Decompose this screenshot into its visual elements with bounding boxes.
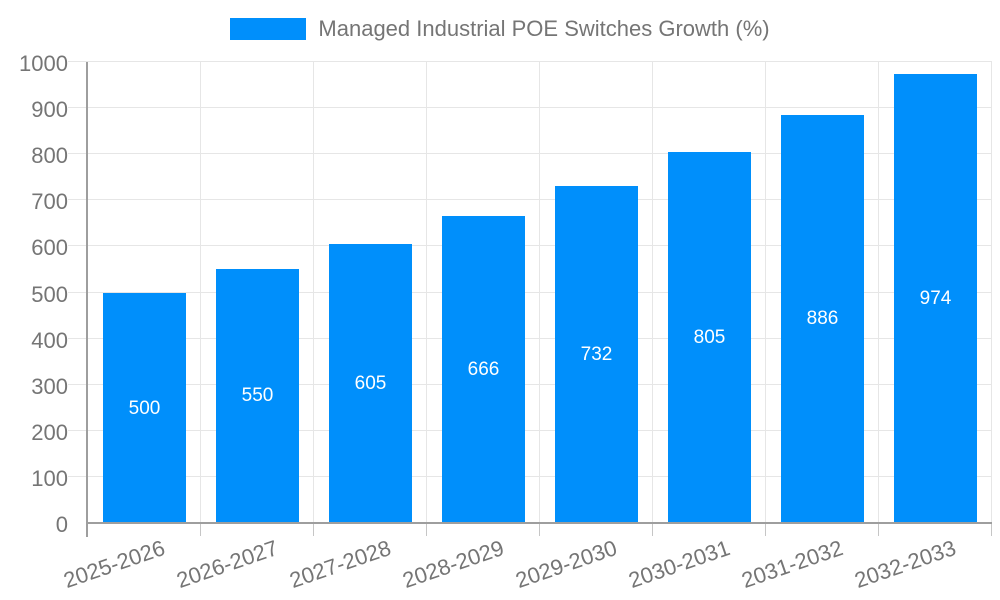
y-axis-label: 100 xyxy=(31,466,68,491)
x-axis-label: 2027-2028 xyxy=(286,535,395,593)
x-axis-tick xyxy=(652,523,653,536)
x-axis-tick xyxy=(200,523,201,536)
gridline-horizontal xyxy=(68,245,992,246)
bar-value-label: 605 xyxy=(354,372,387,394)
y-axis-label: 500 xyxy=(31,282,68,307)
bar-value-label: 666 xyxy=(467,358,500,380)
x-axis-tick xyxy=(313,523,314,536)
x-axis-tick xyxy=(426,523,427,536)
x-axis-label: 2031-2032 xyxy=(738,535,847,593)
y-axis-label: 1000 xyxy=(19,51,68,76)
bar-2032-2033[interactable]: 974 xyxy=(894,74,977,523)
y-axis-label: 200 xyxy=(31,420,68,445)
bar-2031-2032[interactable]: 886 xyxy=(781,115,864,523)
bar-2030-2031[interactable]: 805 xyxy=(668,152,751,523)
gridline-horizontal xyxy=(68,476,992,477)
x-axis-label: 2029-2030 xyxy=(512,535,621,593)
bar-value-label: 805 xyxy=(693,326,726,348)
x-axis-tick xyxy=(991,523,992,536)
bar-2029-2030[interactable]: 732 xyxy=(555,186,638,523)
gridline-vertical xyxy=(652,62,653,523)
y-axis-label: 700 xyxy=(31,189,68,214)
bar-value-label: 550 xyxy=(241,385,274,406)
bar-2027-2028[interactable]: 605 xyxy=(329,244,412,523)
gridline-vertical xyxy=(878,62,879,523)
y-axis-line xyxy=(86,62,88,537)
gridline-horizontal xyxy=(68,338,992,339)
x-axis-tick xyxy=(878,523,879,536)
gridline-horizontal xyxy=(68,199,992,200)
legend-label: Managed Industrial POE Switches Growth (… xyxy=(318,16,770,41)
gridline-vertical xyxy=(539,62,540,523)
gridline-horizontal xyxy=(68,430,992,431)
gridline-vertical xyxy=(991,62,992,523)
gridline-horizontal xyxy=(68,292,992,293)
x-axis-label: 2030-2031 xyxy=(625,535,734,593)
y-axis-label: 400 xyxy=(31,328,68,353)
y-axis-label: 600 xyxy=(31,235,68,260)
gridline-horizontal xyxy=(68,107,992,108)
bar-value-label: 974 xyxy=(919,287,952,309)
bar-2025-2026[interactable]: 500 xyxy=(103,293,186,524)
y-axis-label: 300 xyxy=(31,374,68,399)
x-axis-label: 2028-2029 xyxy=(399,535,508,593)
x-axis-label: 2025-2026 xyxy=(60,535,169,593)
y-axis-label: 800 xyxy=(31,143,68,168)
y-axis-label: 0 xyxy=(55,512,68,537)
gridline-vertical xyxy=(200,62,201,523)
y-axis-label: 900 xyxy=(31,97,68,122)
x-axis-line xyxy=(88,522,992,524)
bar-value-label: 732 xyxy=(580,343,613,365)
chart-legend[interactable]: Managed Industrial POE Switches Growth (… xyxy=(0,16,1000,42)
bar-2026-2027[interactable]: 550 xyxy=(216,269,299,523)
x-axis-label: 2032-2033 xyxy=(851,535,960,593)
gridline-vertical xyxy=(765,62,766,523)
gridline-horizontal xyxy=(68,61,992,62)
x-axis-label: 2026-2027 xyxy=(173,535,282,593)
legend-swatch xyxy=(230,18,307,40)
gridline-horizontal xyxy=(68,384,992,385)
gridline-vertical xyxy=(313,62,314,523)
x-axis-tick xyxy=(539,523,540,536)
gridline-vertical xyxy=(426,62,427,523)
x-axis-tick xyxy=(765,523,766,536)
bar-value-label: 500 xyxy=(128,397,161,419)
gridline-horizontal xyxy=(68,153,992,154)
bar-value-label: 886 xyxy=(806,308,839,329)
bar-2028-2029[interactable]: 666 xyxy=(442,216,525,523)
